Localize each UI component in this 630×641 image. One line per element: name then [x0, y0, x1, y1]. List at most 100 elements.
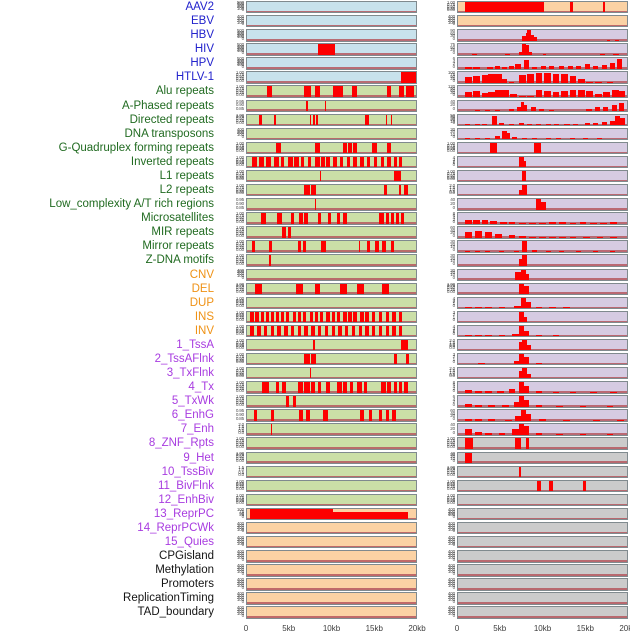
track-left-inverted-repeats[interactable] [246, 156, 417, 168]
track-left-3-txflnk[interactable] [246, 367, 417, 379]
track-right-tad-boundary[interactable] [457, 606, 628, 618]
track-label-mir-repeats[interactable]: MIR repeats [0, 227, 214, 239]
track-left-cnv[interactable] [246, 269, 417, 281]
track-right-mir-repeats[interactable] [457, 226, 628, 238]
track-label-low-complexity-a-t-rich-regions[interactable]: Low_complexity A/T rich regions [0, 199, 214, 211]
track-right-htlv-1[interactable] [457, 71, 628, 83]
track-label-inverted-repeats[interactable]: Inverted repeats [0, 157, 214, 169]
track-right-hiv[interactable] [457, 43, 628, 55]
track-left-l1-repeats[interactable] [246, 170, 417, 182]
track-label-l1-repeats[interactable]: L1 repeats [0, 171, 214, 183]
track-label-methylation[interactable]: Methylation [0, 565, 214, 577]
track-left-replicationtiming[interactable] [246, 592, 417, 604]
track-label-1-tssa[interactable]: 1_TssA [0, 340, 214, 352]
track-label-htlv-1[interactable]: HTLV-1 [0, 72, 214, 84]
track-label-13-reprpc[interactable]: 13_ReprPC [0, 509, 214, 521]
track-right-promoters[interactable] [457, 578, 628, 590]
track-label-a-phased-repeats[interactable]: A-Phased repeats [0, 101, 214, 113]
track-right-3-txflnk[interactable] [457, 367, 628, 379]
track-right-dup[interactable] [457, 297, 628, 309]
track-left-z-dna-motifs[interactable] [246, 254, 417, 266]
track-right-z-dna-motifs[interactable] [457, 254, 628, 266]
track-right-low-complexity-a-t-rich-regions[interactable] [457, 198, 628, 210]
track-left-2-tssaflnk[interactable] [246, 353, 417, 365]
track-left-dna-transposons[interactable] [246, 128, 417, 140]
track-label-11-bivflnk[interactable]: 11_BivFlnk [0, 481, 214, 493]
track-right-l2-repeats[interactable] [457, 184, 628, 196]
track-left-14-reprpcwk[interactable] [246, 522, 417, 534]
track-label-2-tssaflnk[interactable]: 2_TssAFlnk [0, 354, 214, 366]
track-right-1-tssa[interactable] [457, 339, 628, 351]
track-right-13-reprpc[interactable] [457, 508, 628, 520]
track-right-hpv[interactable] [457, 57, 628, 69]
track-left-12-enhbiv[interactable] [246, 494, 417, 506]
track-label-10-tssbiv[interactable]: 10_TssBiv [0, 467, 214, 479]
track-right-15-quies[interactable] [457, 536, 628, 548]
track-right-2-tssaflnk[interactable] [457, 353, 628, 365]
track-left-htlv-1[interactable] [246, 71, 417, 83]
track-right-11-bivflnk[interactable] [457, 480, 628, 492]
track-right-cnv[interactable] [457, 269, 628, 281]
track-left-aav2[interactable] [246, 1, 417, 13]
track-label-6-enhg[interactable]: 6_EnhG [0, 410, 214, 422]
track-left-5-txwk[interactable] [246, 395, 417, 407]
track-label-dup[interactable]: DUP [0, 298, 214, 310]
track-right-aav2[interactable] [457, 1, 628, 13]
track-left-1-tssa[interactable] [246, 339, 417, 351]
track-left-dup[interactable] [246, 297, 417, 309]
track-left-11-bivflnk[interactable] [246, 480, 417, 492]
track-right-inv[interactable] [457, 325, 628, 337]
track-label-7-enh[interactable]: 7_Enh [0, 424, 214, 436]
track-right-replicationtiming[interactable] [457, 592, 628, 604]
track-left-tad-boundary[interactable] [246, 606, 417, 618]
track-label-tad-boundary[interactable]: TAD_boundary [0, 607, 214, 619]
track-label-aav2[interactable]: AAV2 [0, 2, 214, 14]
track-label-9-het[interactable]: 9_Het [0, 453, 214, 465]
track-label-3-txflnk[interactable]: 3_TxFlnk [0, 368, 214, 380]
track-left-9-het[interactable] [246, 452, 417, 464]
track-left-microsatellites[interactable] [246, 212, 417, 224]
track-left-4-tx[interactable] [246, 381, 417, 393]
track-left-a-phased-repeats[interactable] [246, 100, 417, 112]
track-right-hbv[interactable] [457, 29, 628, 41]
track-label-ebv[interactable]: EBV [0, 16, 214, 28]
track-right-14-reprpcwk[interactable] [457, 522, 628, 534]
track-label-directed-repeats[interactable]: Directed repeats [0, 115, 214, 127]
track-left-directed-repeats[interactable] [246, 114, 417, 126]
track-right-del[interactable] [457, 283, 628, 295]
track-label-5-txwk[interactable]: 5_TxWk [0, 396, 214, 408]
track-right-methylation[interactable] [457, 564, 628, 576]
track-label-cnv[interactable]: CNV [0, 270, 214, 282]
track-left-g-quadruplex-forming-repeats[interactable] [246, 142, 417, 154]
track-label-replicationtiming[interactable]: ReplicationTiming [0, 593, 214, 605]
track-left-10-tssbiv[interactable] [246, 466, 417, 478]
track-label-12-enhbiv[interactable]: 12_EnhBiv [0, 495, 214, 507]
track-label-g-quadruplex-forming-repeats[interactable]: G-Quadruplex forming repeats [0, 143, 214, 155]
track-left-8-znf-rpts[interactable] [246, 437, 417, 449]
track-label-ins[interactable]: INS [0, 312, 214, 324]
track-left-13-reprpc[interactable] [246, 508, 417, 520]
track-left-mirror-repeats[interactable] [246, 240, 417, 252]
track-right-alu-repeats[interactable] [457, 85, 628, 97]
track-left-hpv[interactable] [246, 57, 417, 69]
track-right-6-enhg[interactable] [457, 409, 628, 421]
track-left-del[interactable] [246, 283, 417, 295]
track-right-4-tx[interactable] [457, 381, 628, 393]
track-left-mir-repeats[interactable] [246, 226, 417, 238]
track-left-ins[interactable] [246, 311, 417, 323]
track-left-promoters[interactable] [246, 578, 417, 590]
track-right-ins[interactable] [457, 311, 628, 323]
track-left-alu-repeats[interactable] [246, 85, 417, 97]
track-left-hiv[interactable] [246, 43, 417, 55]
track-label-cpgisland[interactable]: CPGisland [0, 551, 214, 563]
track-right-mirror-repeats[interactable] [457, 240, 628, 252]
track-label-8-znf-rpts[interactable]: 8_ZNF_Rpts [0, 438, 214, 450]
track-label-15-quies[interactable]: 15_Quies [0, 537, 214, 549]
track-right-dna-transposons[interactable] [457, 128, 628, 140]
track-label-alu-repeats[interactable]: Alu repeats [0, 86, 214, 98]
track-left-15-quies[interactable] [246, 536, 417, 548]
track-right-inverted-repeats[interactable] [457, 156, 628, 168]
track-label-microsatellites[interactable]: Microsatellites [0, 213, 214, 225]
track-label-l2-repeats[interactable]: L2 repeats [0, 185, 214, 197]
track-label-z-dna-motifs[interactable]: Z-DNA motifs [0, 255, 214, 267]
